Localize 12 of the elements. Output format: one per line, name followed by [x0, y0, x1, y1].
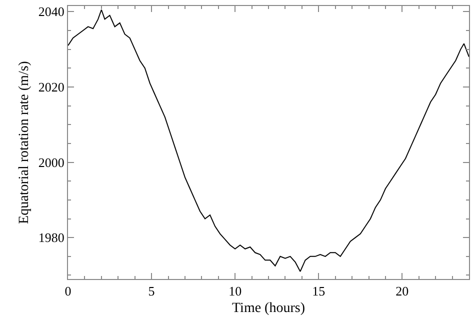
x-tick-label: 20	[396, 284, 409, 299]
y-axis-title: Equatorial rotation rate (m/s)	[17, 60, 32, 224]
line-series	[68, 9, 469, 272]
x-tick-label: 0	[64, 284, 72, 299]
y-tick-label: 2000	[38, 154, 64, 170]
x-tick-label: 15	[312, 284, 326, 299]
x-tick-label: 10	[228, 284, 242, 299]
y-tick-label: 2040	[38, 4, 64, 20]
y-tick-label: 1980	[38, 230, 64, 246]
x-tick-label: 5	[148, 284, 155, 299]
x-axis-title: Time (hours)	[232, 300, 306, 316]
y-tick-label: 2020	[38, 80, 64, 95]
